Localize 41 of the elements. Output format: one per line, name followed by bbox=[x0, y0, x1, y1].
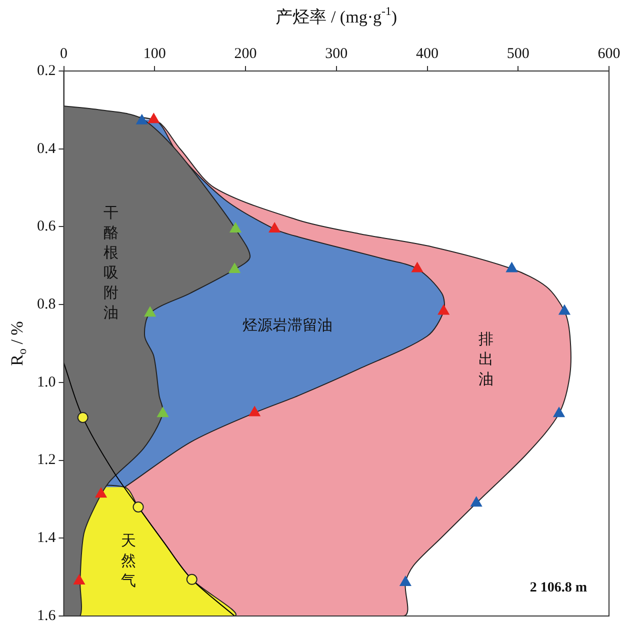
y-tick-label: 0.6 bbox=[37, 218, 56, 235]
point bbox=[74, 574, 85, 584]
point bbox=[438, 304, 450, 315]
y-axis-title: Ro / % bbox=[7, 321, 30, 366]
point bbox=[268, 222, 280, 233]
y-tick-label: 1.2 bbox=[37, 452, 56, 468]
point bbox=[248, 406, 260, 416]
y-tick-label: 0.2 bbox=[37, 62, 56, 79]
x-tick-label: 300 bbox=[325, 46, 348, 62]
point bbox=[77, 412, 88, 423]
point bbox=[95, 488, 107, 498]
point bbox=[132, 502, 144, 512]
point bbox=[157, 407, 168, 418]
series-label: 烃源岩滞留油 bbox=[242, 316, 332, 334]
point bbox=[228, 263, 240, 274]
point bbox=[412, 262, 423, 272]
series-label: 干酪根吸附油 bbox=[104, 205, 119, 322]
annotation: 2 106.8 m bbox=[530, 580, 588, 596]
x-tick-label: 400 bbox=[416, 46, 438, 62]
x-tick-label: 500 bbox=[506, 46, 530, 62]
x-tick-label: 100 bbox=[143, 46, 166, 62]
y-tick-label: 1.6 bbox=[37, 608, 56, 624]
point bbox=[553, 407, 565, 418]
point bbox=[558, 304, 570, 315]
point bbox=[400, 576, 412, 586]
x-tick-label: 600 bbox=[598, 46, 620, 62]
y-tick-label: 1.4 bbox=[37, 530, 56, 546]
point bbox=[186, 574, 198, 585]
point bbox=[470, 496, 482, 507]
y-tick-label: 0.8 bbox=[37, 296, 56, 313]
point bbox=[136, 114, 148, 124]
point bbox=[230, 222, 242, 233]
point bbox=[506, 262, 518, 272]
series-label: 天然气 bbox=[121, 533, 136, 590]
y-tick-label: 0.4 bbox=[37, 140, 56, 157]
series-label: 排出油 bbox=[478, 330, 494, 388]
x-tick-label: 200 bbox=[234, 46, 257, 62]
point bbox=[148, 113, 160, 124]
point bbox=[144, 306, 156, 317]
x-tick-label: 0 bbox=[60, 46, 68, 62]
y-tick-label: 1.0 bbox=[37, 374, 56, 390]
